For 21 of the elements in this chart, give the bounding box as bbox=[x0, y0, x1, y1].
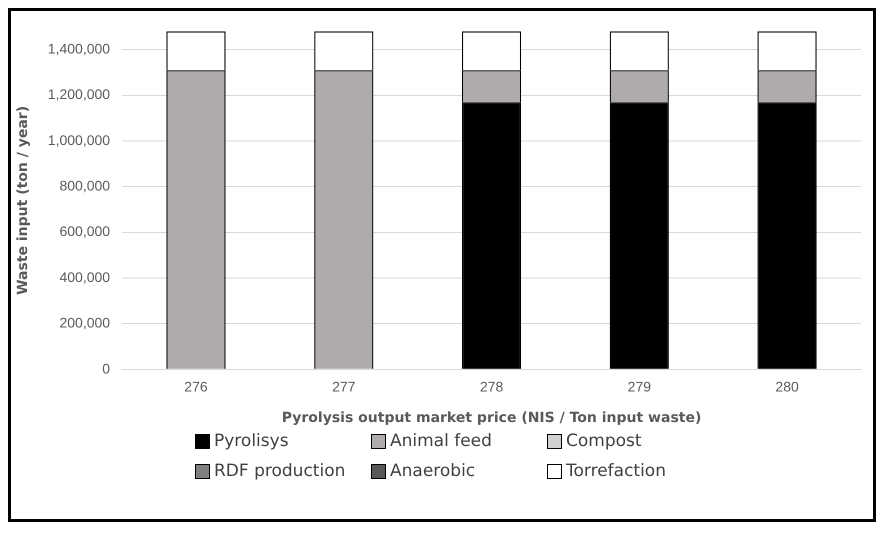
y-tick-label: 1,000,000 bbox=[48, 132, 110, 148]
legend-label: Animal feed bbox=[390, 431, 492, 451]
x-tick-label: 279 bbox=[628, 378, 652, 395]
y-tick-label: 1,200,000 bbox=[48, 86, 110, 102]
x-tick-label: 277 bbox=[332, 378, 356, 395]
legend-label: RDF production bbox=[214, 461, 346, 481]
legend-label: Pyrolisys bbox=[214, 431, 289, 451]
x-axis-title: Pyrolysis output market price (NIS / Ton input waste) bbox=[282, 410, 702, 426]
y-tick-label: 1,400,000 bbox=[48, 40, 110, 57]
y-axis-title: Waste input (ton / year) bbox=[15, 106, 32, 295]
x-tick-label: 276 bbox=[184, 378, 208, 395]
y-tick-label: 400,000 bbox=[59, 268, 110, 285]
x-tick-label: 280 bbox=[775, 378, 799, 395]
legend-label: Torrefaction bbox=[566, 461, 666, 481]
legend-label: Anaerobic bbox=[390, 461, 476, 481]
y-tick-label: 600,000 bbox=[59, 223, 110, 240]
y-tick-label: 200,000 bbox=[59, 314, 110, 331]
y-tick-label: 800,000 bbox=[59, 178, 110, 194]
x-tick-label: 278 bbox=[480, 378, 504, 395]
y-tick-label: 0 bbox=[102, 360, 110, 376]
legend-label: Compost bbox=[566, 431, 642, 451]
